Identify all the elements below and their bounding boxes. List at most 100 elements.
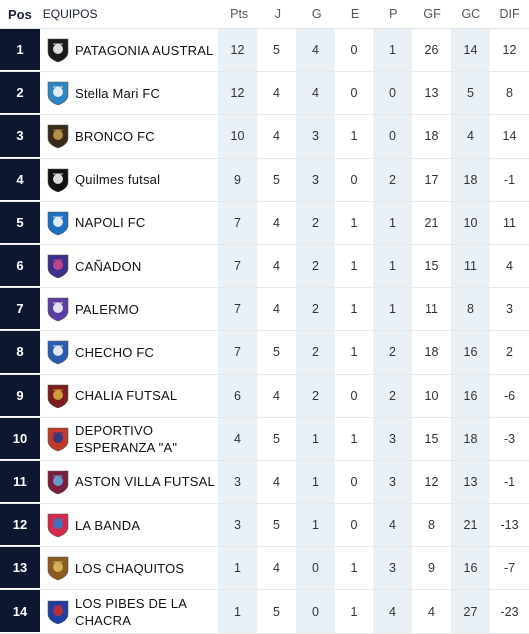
dif-cell: 3 <box>506 302 513 317</box>
position-cell: 7 <box>0 288 40 331</box>
table-row[interactable]: 3 BRONCO FC 10 4 3 1 0 18 4 14 <box>0 115 529 159</box>
pts-cell: 7 <box>218 201 257 244</box>
team-name[interactable]: ASTON VILLA FUTSAL <box>75 474 215 490</box>
e-cell: 1 <box>350 561 358 576</box>
team-cell[interactable]: ASTON VILLA FUTSAL <box>40 461 218 503</box>
position-cell: 5 <box>0 201 40 244</box>
team-cell[interactable]: LOS CHAQUITOS <box>40 547 218 589</box>
canadon-crest-icon <box>46 253 70 279</box>
j-cell: 4 <box>273 388 280 403</box>
table-row[interactable]: 6 CAÑADON 7 4 2 1 1 15 11 4 <box>0 244 529 289</box>
team-cell[interactable]: CHECHO FC <box>40 331 218 373</box>
g-cell: 2 <box>296 288 335 331</box>
p-cell: 3 <box>373 547 412 590</box>
team-name[interactable]: DEPORTIVO ESPERANZA "A" <box>75 422 178 455</box>
gf-cell: 15 <box>424 431 439 446</box>
table-row[interactable]: 9 CHALIA FUTSAL 6 4 2 0 2 10 16 -6 <box>0 374 529 418</box>
pts-cell: 7 <box>218 244 257 288</box>
j-cell: 4 <box>273 474 280 489</box>
header-pos[interactable]: Pos <box>7 6 32 22</box>
position-cell: 8 <box>0 331 40 374</box>
gf-cell: 11 <box>425 302 438 317</box>
esperanza-crest-icon <box>46 426 70 452</box>
p-cell: 3 <box>373 460 412 504</box>
team-cell[interactable]: BRONCO FC <box>40 115 218 157</box>
table-row[interactable]: 5 NAPOLI FC 7 4 2 1 1 21 10 11 <box>0 201 529 245</box>
p-cell: 1 <box>373 201 412 244</box>
header-gc[interactable]: GC <box>461 7 481 21</box>
header-equipos[interactable]: EQUIPOS <box>42 7 98 21</box>
team-name[interactable]: NAPOLI FC <box>75 215 146 231</box>
dif-cell: -6 <box>503 388 516 403</box>
dif-cell: -1 <box>503 474 516 489</box>
gf-cell: 18 <box>424 129 439 144</box>
e-cell: 1 <box>350 302 358 317</box>
header-dif[interactable]: DIF <box>499 7 520 21</box>
team-cell[interactable]: LA BANDA <box>40 504 218 546</box>
pts-cell: 7 <box>218 331 257 374</box>
table-row[interactable]: 10 DEPORTIVO ESPERANZA "A" 4 5 1 1 3 15 18 -3 <box>0 417 529 461</box>
e-cell: 1 <box>350 604 358 619</box>
team-cell[interactable]: PATAGONIA AUSTRAL <box>40 29 218 71</box>
position-cell: 12 <box>0 504 40 547</box>
gc-cell: 18 <box>451 158 490 201</box>
team-name[interactable]: LOS PIBES DE LA CHACRA <box>75 595 187 628</box>
position-cell: 13 <box>0 547 40 590</box>
pts-cell: 1 <box>218 590 257 633</box>
gc-cell: 16 <box>451 331 490 374</box>
team-name[interactable]: CAÑADON <box>75 258 142 274</box>
table-row[interactable]: 2 Stella Mari FC 12 4 4 0 0 13 5 8 <box>0 72 529 116</box>
pts-cell: 3 <box>218 460 257 504</box>
header-pts[interactable]: Pts <box>230 7 249 21</box>
table-row[interactable]: 7 PALERMO 7 4 2 1 1 11 8 3 <box>0 288 529 332</box>
header-p[interactable]: P <box>389 7 398 21</box>
table-row[interactable]: 14 LOS PIBES DE LA CHACRA 1 5 0 1 4 4 27 -23 <box>0 590 529 634</box>
team-cell[interactable]: Quilmes futsal <box>40 159 218 201</box>
pibes-chacra-crest-icon <box>46 599 70 625</box>
team-name[interactable]: Quilmes futsal <box>75 172 161 188</box>
position-cell: 10 <box>0 417 40 460</box>
table-row[interactable]: 13 LOS CHAQUITOS 1 4 0 1 3 9 16 -7 <box>0 547 529 591</box>
g-cell: 1 <box>296 417 335 460</box>
team-name[interactable]: CHALIA FUTSAL <box>75 388 178 404</box>
table-row[interactable]: 4 Quilmes futsal 9 5 3 0 2 17 18 -1 <box>0 158 529 202</box>
table-body: 1 PATAGONIA AUSTRAL 12 5 4 0 1 26 14 12 2 Stella Ma… <box>0 29 529 634</box>
team-cell[interactable]: Stella Mari FC <box>40 72 218 114</box>
table-row[interactable]: 8 CHECHO FC 7 5 2 1 2 18 16 2 <box>0 331 529 375</box>
header-j[interactable]: J <box>274 7 282 21</box>
dif-cell: 14 <box>502 129 517 144</box>
e-cell: 0 <box>350 43 358 58</box>
j-cell: 4 <box>273 561 280 576</box>
team-cell[interactable]: CAÑADON <box>40 245 218 287</box>
team-cell[interactable]: DEPORTIVO ESPERANZA "A" <box>40 418 218 460</box>
dif-cell: 8 <box>506 86 513 101</box>
team-name[interactable]: PALERMO <box>75 301 140 317</box>
header-gf[interactable]: GF <box>423 7 441 21</box>
table-row[interactable]: 11 ASTON VILLA FUTSAL 3 4 1 0 3 12 13 -1 <box>0 460 529 505</box>
dif-cell: 2 <box>506 345 513 360</box>
gf-cell: 17 <box>424 172 439 187</box>
dif-cell: -13 <box>500 518 519 533</box>
checho-crest-icon <box>46 339 70 365</box>
team-name[interactable]: PATAGONIA AUSTRAL <box>75 42 214 58</box>
team-name[interactable]: Stella Mari FC <box>75 85 161 101</box>
team-name[interactable]: BRONCO FC <box>75 128 155 144</box>
header-e[interactable]: E <box>350 7 360 21</box>
e-cell: 0 <box>350 474 358 489</box>
j-cell: 5 <box>273 172 280 187</box>
table-row[interactable]: 1 PATAGONIA AUSTRAL 12 5 4 0 1 26 14 12 <box>0 29 529 73</box>
team-name[interactable]: LOS CHAQUITOS <box>75 560 185 576</box>
team-cell[interactable]: LOS PIBES DE LA CHACRA <box>40 590 218 632</box>
p-cell: 1 <box>373 29 412 72</box>
team-cell[interactable]: NAPOLI FC <box>40 202 218 244</box>
pts-cell: 7 <box>218 288 257 331</box>
team-cell[interactable]: PALERMO <box>40 288 218 330</box>
team-name[interactable]: LA BANDA <box>75 517 141 533</box>
table-row[interactable]: 12 LA BANDA 3 5 1 0 4 8 21 -13 <box>0 504 529 548</box>
team-name[interactable]: CHECHO FC <box>75 344 155 360</box>
team-cell[interactable]: CHALIA FUTSAL <box>40 375 218 417</box>
header-g[interactable]: G <box>311 7 322 21</box>
gc-cell: 16 <box>451 374 490 417</box>
j-cell: 4 <box>273 86 280 101</box>
